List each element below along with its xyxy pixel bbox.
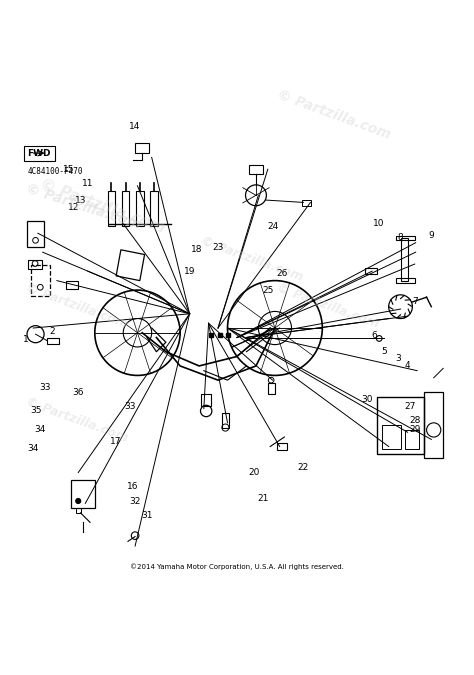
Text: 35: 35 [30, 406, 41, 416]
Text: 33: 33 [39, 383, 51, 392]
Text: © Partzilla.com: © Partzilla.com [275, 282, 381, 331]
Text: 22: 22 [298, 463, 309, 472]
Text: 23: 23 [212, 243, 224, 252]
Text: 26: 26 [276, 269, 288, 278]
Text: © Partzilla.com: © Partzilla.com [38, 177, 167, 236]
Text: 36: 36 [73, 387, 84, 396]
Text: 29: 29 [409, 425, 420, 435]
Text: © Partzilla.com: © Partzilla.com [275, 87, 392, 142]
Text: 27: 27 [404, 402, 416, 410]
Text: 18: 18 [191, 245, 202, 254]
Bar [222, 413, 229, 427]
Circle shape [76, 499, 81, 504]
Text: 1: 1 [23, 335, 29, 344]
Text: 32: 32 [129, 497, 141, 506]
Text: 20: 20 [248, 468, 259, 477]
Text: 14: 14 [129, 122, 141, 131]
Text: 4: 4 [405, 361, 410, 371]
Text: 12: 12 [68, 202, 79, 212]
Text: © Partzilla.com: © Partzilla.com [24, 282, 129, 331]
Bar [71, 480, 95, 508]
Bar [27, 221, 44, 248]
Bar [396, 278, 415, 283]
Text: 13: 13 [75, 196, 86, 205]
Text: 16: 16 [127, 483, 138, 491]
Bar [28, 261, 42, 269]
Bar [365, 268, 377, 273]
Text: 33: 33 [125, 402, 136, 410]
Bar [66, 281, 78, 289]
Text: © Partzilla.com: © Partzilla.com [24, 396, 129, 445]
Text: 11: 11 [82, 179, 93, 188]
Bar [377, 397, 424, 454]
Bar [277, 443, 287, 450]
Text: 2: 2 [49, 327, 55, 336]
Text: 5: 5 [381, 347, 387, 356]
Bar [76, 508, 81, 513]
Text: 21: 21 [257, 494, 269, 503]
Bar [47, 338, 59, 344]
Text: 3: 3 [395, 354, 401, 363]
Text: 34: 34 [35, 425, 46, 435]
Text: 31: 31 [141, 511, 153, 520]
Bar [136, 190, 144, 226]
Text: 19: 19 [184, 267, 195, 275]
Bar [150, 190, 158, 226]
Text: 9: 9 [428, 231, 434, 240]
Text: 24: 24 [267, 221, 278, 231]
Bar [135, 143, 149, 153]
Bar [249, 165, 263, 174]
Text: 17: 17 [110, 437, 122, 446]
Text: © Partzilla.com: © Partzilla.com [24, 181, 142, 232]
Bar [122, 190, 129, 226]
Text: 7: 7 [412, 298, 418, 306]
Bar [201, 394, 211, 406]
Text: FWD: FWD [27, 148, 51, 158]
Text: 28: 28 [409, 416, 420, 425]
Text: 4C84100-F470: 4C84100-F470 [27, 167, 83, 176]
Text: © Partzilla.com: © Partzilla.com [199, 234, 305, 284]
Bar [405, 430, 419, 449]
Bar [24, 146, 55, 161]
Text: ©2014 Yamaha Motor Corporation, U.S.A. All rights reserved.: ©2014 Yamaha Motor Corporation, U.S.A. A… [130, 563, 344, 570]
Bar [424, 392, 443, 458]
Text: 8: 8 [398, 234, 403, 242]
Bar [302, 200, 311, 206]
Bar [401, 238, 408, 281]
Text: 30: 30 [362, 395, 373, 404]
Bar [268, 383, 275, 394]
Bar [382, 425, 401, 449]
Text: 34: 34 [27, 444, 39, 454]
Text: 15: 15 [63, 165, 74, 173]
Text: 6: 6 [372, 331, 377, 340]
Bar [396, 236, 415, 240]
Bar [31, 265, 50, 296]
Text: 25: 25 [262, 286, 273, 294]
Bar [108, 190, 115, 226]
Text: 10: 10 [374, 219, 385, 228]
